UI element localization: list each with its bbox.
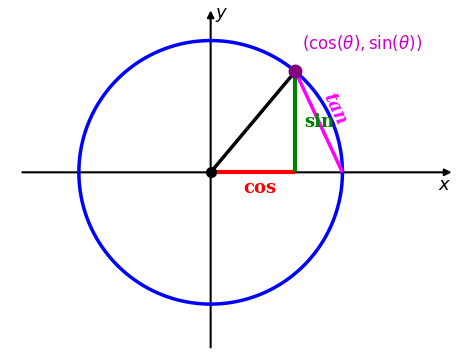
Text: y: y	[216, 4, 227, 22]
Text: tan: tan	[319, 90, 350, 127]
Text: cos: cos	[243, 179, 276, 197]
Text: x: x	[438, 176, 449, 195]
Text: sin: sin	[305, 113, 335, 131]
Text: $(\cos(\theta),\sin(\theta))$: $(\cos(\theta),\sin(\theta))$	[302, 33, 422, 53]
